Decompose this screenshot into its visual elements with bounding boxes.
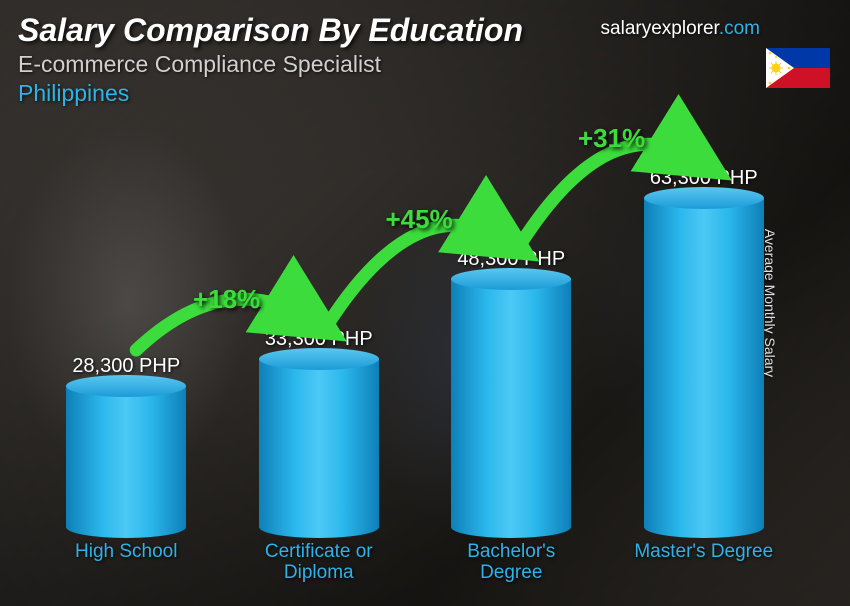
country-name: Philippines [18, 80, 832, 107]
brand-logo: salaryexplorer.com [601, 18, 760, 40]
brand-tld: .com [719, 18, 760, 39]
labels-container: High School Certificate or Diploma Bachelo… [30, 542, 800, 586]
increase-label: +45% [386, 204, 453, 235]
increase-label: +31% [578, 123, 645, 154]
bar-top [644, 187, 764, 209]
bar-chart: 28,300 PHP33,300 PHP48,300 PHP63,300 PHP… [30, 126, 800, 586]
bar-3: 63,300 PHP [626, 167, 781, 538]
bar-0: 28,300 PHP [49, 355, 204, 538]
bar-label: Bachelor's Degree [434, 542, 589, 586]
job-title: E-commerce Compliance Specialist [18, 51, 832, 78]
bar-label: Master's Degree [626, 542, 781, 586]
bar-label: High School [49, 542, 204, 586]
bar-label: Certificate or Diploma [241, 542, 396, 586]
bar-body [451, 279, 571, 538]
bar-body [644, 198, 764, 538]
increase-label: +18% [193, 284, 260, 315]
bar-top [259, 348, 379, 370]
bar-body [66, 386, 186, 538]
bar-1: 33,300 PHP [241, 328, 396, 538]
bar-body [259, 359, 379, 538]
bar-2: 48,300 PHP [434, 248, 589, 538]
brand-name: salaryexplorer [601, 18, 719, 39]
flag-icon [766, 48, 830, 88]
bar-top [451, 268, 571, 290]
bar-top [66, 375, 186, 397]
